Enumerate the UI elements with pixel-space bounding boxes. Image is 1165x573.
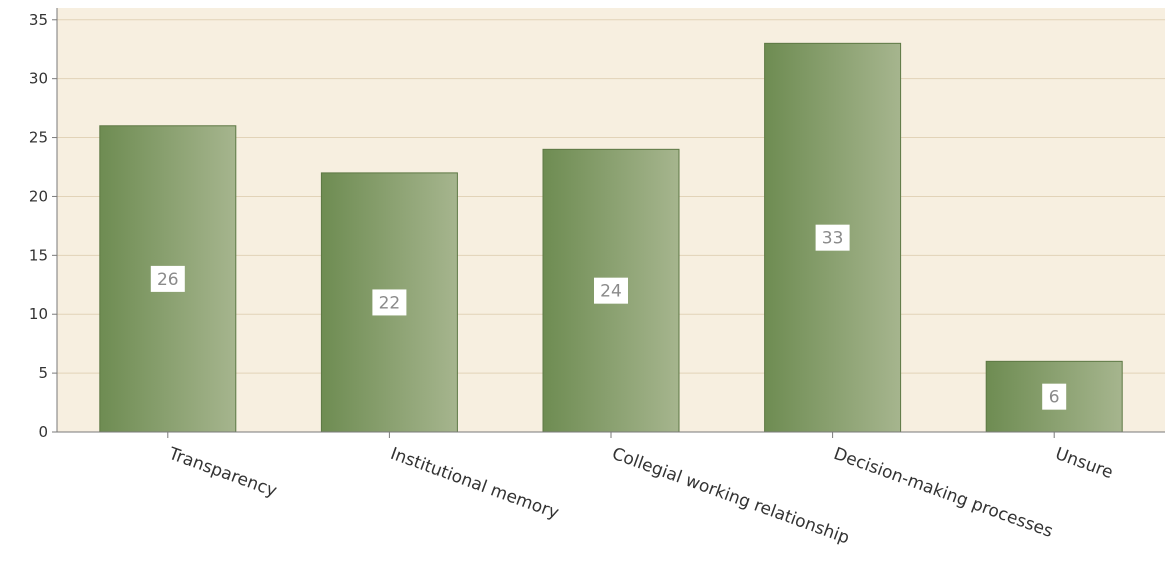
y-axis-ticks: 0 5 10 15 20 25 30 35 xyxy=(29,11,57,441)
data-label-box xyxy=(594,277,628,304)
y-tick-label: 20 xyxy=(29,187,48,205)
data-label-box xyxy=(1042,383,1067,410)
x-tick-label: Unsure xyxy=(1052,444,1115,483)
data-label: 22 xyxy=(379,293,401,313)
x-axis-labels: Transparency Institutional memory Collegia… xyxy=(165,432,1116,549)
data-label-box xyxy=(372,289,407,316)
y-tick-label: 30 xyxy=(29,70,48,88)
data-label: 24 xyxy=(600,282,622,302)
data-label: 26 xyxy=(157,270,179,290)
y-tick-label: 5 xyxy=(38,364,48,382)
x-tick-label: Transparency xyxy=(165,444,279,502)
data-label-box xyxy=(150,265,185,292)
data-label-box xyxy=(815,224,850,251)
x-tick-label: Decision-making processes xyxy=(831,444,1056,542)
data-label: 6 xyxy=(1049,388,1060,408)
y-tick-label: 10 xyxy=(29,305,48,323)
data-labels: 26 22 24 33 6 xyxy=(150,224,1067,410)
x-tick-label: Collegial working relationship xyxy=(609,444,852,549)
y-tick-label: 0 xyxy=(38,423,48,441)
data-label: 33 xyxy=(822,229,844,249)
x-tick-label: Institutional memory xyxy=(388,444,562,524)
y-tick-label: 25 xyxy=(29,129,48,147)
y-tick-label: 35 xyxy=(29,11,48,29)
y-tick-label: 15 xyxy=(29,246,48,264)
